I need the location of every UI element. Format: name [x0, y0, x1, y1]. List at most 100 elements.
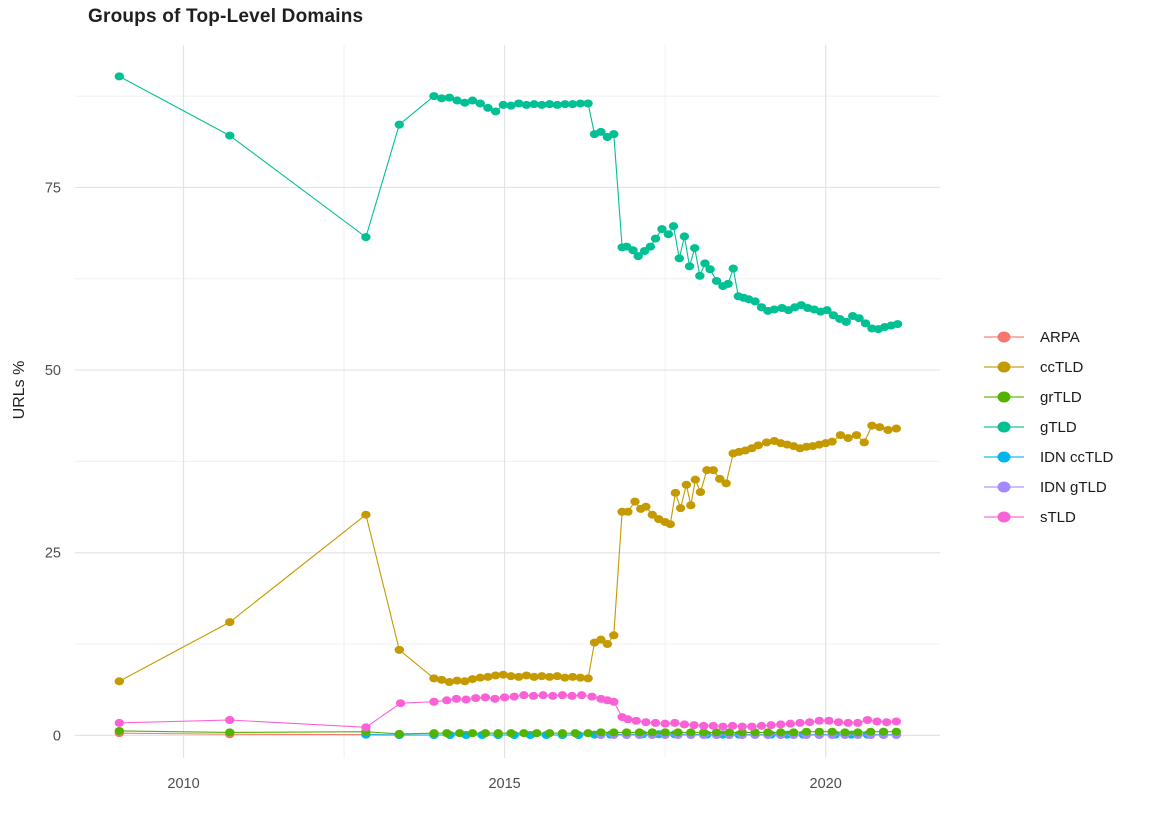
- data-point: [529, 672, 539, 681]
- data-point: [442, 729, 452, 738]
- data-point: [609, 130, 619, 139]
- data-point: [514, 99, 524, 108]
- data-point: [715, 474, 725, 483]
- data-point: [575, 99, 586, 108]
- y-tick-label: 50: [45, 363, 61, 379]
- data-point: [841, 317, 851, 326]
- data-point: [711, 728, 722, 737]
- data-point: [583, 674, 593, 683]
- data-point: [557, 691, 568, 700]
- data-point: [824, 716, 834, 725]
- legend: ARPA ccTLD grTLD gTLD IDN ccTLD IDN gTLD sTLD: [982, 322, 1113, 532]
- data-point: [436, 94, 447, 103]
- data-point: [641, 502, 651, 511]
- legend-item-sTLD: sTLD: [982, 502, 1113, 532]
- data-point: [528, 691, 539, 700]
- data-point: [776, 720, 786, 729]
- data-point: [480, 729, 491, 738]
- series-gTLD: [114, 72, 903, 334]
- data-point: [724, 728, 735, 737]
- data-point: [728, 264, 738, 273]
- series-line: [119, 732, 400, 736]
- data-point: [454, 729, 465, 738]
- data-point: [814, 727, 824, 736]
- data-point: [702, 466, 712, 475]
- data-point: [788, 728, 799, 737]
- data-point: [596, 127, 606, 136]
- data-point: [493, 729, 503, 738]
- data-point: [785, 719, 796, 728]
- legend-item-IDN-ccTLD: IDN ccTLD: [982, 442, 1113, 472]
- data-point: [814, 716, 824, 725]
- data-point: [633, 252, 643, 261]
- data-point: [436, 675, 447, 684]
- series-ARPA: [114, 729, 404, 739]
- data-point: [429, 92, 439, 101]
- y-tick-label: 75: [45, 180, 61, 196]
- data-point: [891, 727, 902, 736]
- data-point: [721, 479, 731, 488]
- data-point: [475, 673, 485, 682]
- data-point: [544, 729, 555, 738]
- data-point: [723, 279, 733, 288]
- legend-label: IDN ccTLD: [1040, 448, 1114, 466]
- data-point: [631, 716, 641, 725]
- data-point: [623, 507, 633, 516]
- data-point: [532, 729, 542, 738]
- data-point: [490, 107, 501, 116]
- data-point: [708, 466, 719, 475]
- data-point: [506, 729, 516, 738]
- legend-key-icon: [984, 421, 1024, 433]
- data-point: [747, 722, 757, 731]
- data-point: [673, 728, 683, 737]
- data-point: [679, 720, 690, 729]
- data-point: [544, 100, 555, 109]
- data-point: [681, 480, 692, 489]
- data-point: [225, 716, 235, 725]
- data-point: [853, 728, 863, 737]
- data-point: [483, 103, 493, 112]
- data-point: [840, 728, 850, 737]
- legend-key-icon: [984, 361, 1024, 373]
- data-point: [675, 504, 686, 513]
- data-point: [471, 694, 481, 703]
- data-point: [602, 640, 613, 649]
- legend-item-gTLD: gTLD: [982, 412, 1113, 442]
- data-point: [394, 729, 404, 738]
- data-point: [444, 93, 455, 102]
- data-point: [891, 424, 902, 433]
- data-point: [822, 306, 832, 315]
- data-point: [225, 131, 235, 140]
- series-sTLD: [114, 691, 902, 732]
- data-point: [361, 723, 371, 732]
- data-point: [650, 234, 661, 243]
- data-point: [862, 716, 873, 725]
- data-point: [867, 421, 877, 430]
- legend-item-grTLD: grTLD: [982, 382, 1113, 412]
- data-point: [567, 672, 578, 681]
- data-point: [718, 722, 728, 731]
- data-point: [467, 675, 478, 684]
- data-point: [609, 697, 619, 706]
- data-point: [872, 717, 882, 726]
- data-point: [686, 501, 696, 510]
- data-point: [429, 697, 439, 706]
- data-point: [763, 728, 773, 737]
- data-point: [679, 232, 690, 241]
- data-point: [698, 728, 709, 737]
- data-point: [835, 431, 846, 440]
- data-point: [509, 692, 519, 701]
- data-point: [804, 718, 815, 727]
- data-point: [705, 265, 715, 274]
- y-tick-label: 0: [53, 728, 61, 744]
- data-point: [475, 99, 485, 108]
- data-point: [865, 727, 876, 736]
- series-ccTLD: [114, 421, 902, 687]
- data-point: [521, 100, 532, 109]
- data-point: [460, 677, 470, 686]
- data-point: [596, 635, 606, 644]
- data-point: [645, 242, 656, 251]
- data-point: [776, 728, 786, 737]
- data-point: [467, 729, 478, 738]
